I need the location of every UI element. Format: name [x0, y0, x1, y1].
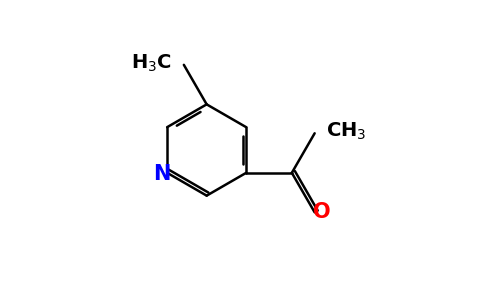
Text: N: N [153, 164, 170, 184]
Text: H$_3$C: H$_3$C [131, 53, 172, 74]
Text: CH$_3$: CH$_3$ [326, 121, 367, 142]
Text: O: O [313, 202, 331, 222]
